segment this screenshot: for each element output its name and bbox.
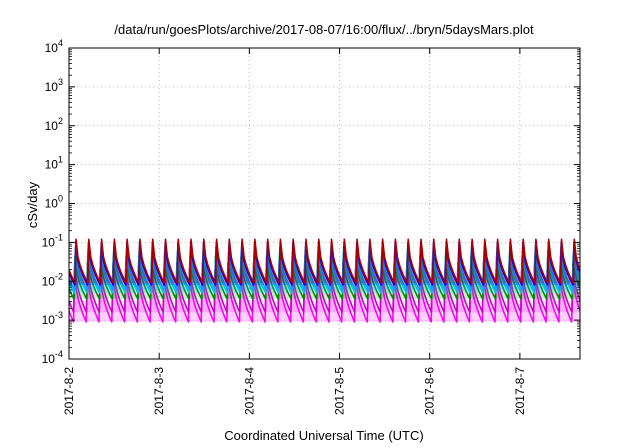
series-band [69,239,580,283]
x-tick-label: 2017-8-4 [242,367,256,415]
y-tick-label: 103 [45,77,63,94]
series-band [69,269,580,322]
y-tick-label: 102 [45,116,63,133]
x-tick-label: 2017-8-5 [333,367,347,415]
y-tick-label: 104 [45,38,63,55]
chart-title: /data/run/goesPlots/archive/2017-08-07/1… [114,22,534,37]
y-tick-label: 101 [45,155,63,172]
series-band [69,262,580,313]
x-tick-label: 2017-8-6 [423,367,437,415]
y-axis-title: cSv/day [25,181,40,228]
x-tick-label: 2017-8-7 [513,367,527,415]
y-tick-label: 10-4 [42,349,63,366]
series-band [69,242,580,285]
series-band [69,247,580,290]
ticks: 10-4 10-3 10-2 10-1 100 101 102 103 104 2017-8-2 2… [42,38,580,415]
y-tick-label: 10-2 [42,271,63,288]
y-tick-label: 100 [45,194,63,211]
series-band [69,251,580,293]
series-group [69,238,580,323]
series-band [69,255,580,299]
x-tick-label: 2017-8-2 [62,367,76,415]
y-tick-label: 10-1 [42,232,63,249]
x-tick-label: 2017-8-3 [152,367,166,415]
x-axis-title: Coordinated Universal Time (UTC) [224,428,423,443]
series-line [69,238,580,284]
y-tick-label: 10-3 [42,310,63,327]
